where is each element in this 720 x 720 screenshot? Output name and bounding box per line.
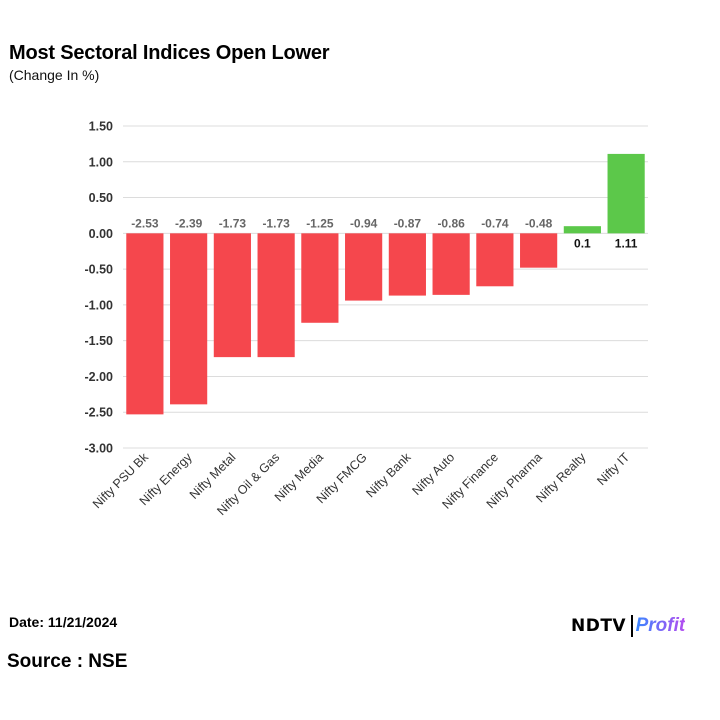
brand-ndtv-text: NDTV <box>571 616 627 636</box>
bar <box>170 233 208 405</box>
bar <box>607 153 645 234</box>
bar <box>432 233 470 295</box>
y-tick-label: -3.00 <box>85 442 114 456</box>
bar <box>257 233 295 358</box>
y-tick-label: 1.00 <box>89 155 113 169</box>
brand-separator <box>631 615 633 637</box>
y-tick-label: 1.50 <box>89 120 113 134</box>
data-label: -0.48 <box>525 216 553 230</box>
data-label: -1.73 <box>262 216 290 230</box>
x-category-label: Nifty Bank <box>363 450 414 501</box>
bar <box>301 233 339 323</box>
brand-profit-text: Profit <box>635 615 686 636</box>
chart-subtitle: (Change In %) <box>9 67 100 83</box>
bar <box>476 233 514 287</box>
x-category-label: Nifty IT <box>594 450 632 488</box>
data-label: -2.39 <box>175 216 203 230</box>
source-label: Source : NSE <box>7 651 128 672</box>
y-tick-label: -1.00 <box>85 298 114 312</box>
data-label: -0.94 <box>350 216 378 230</box>
bar <box>388 233 426 296</box>
bar <box>563 226 601 234</box>
data-label: -1.25 <box>306 216 334 230</box>
y-tick-label: -2.00 <box>85 370 114 384</box>
bar <box>520 233 558 268</box>
y-tick-label: -0.50 <box>85 263 114 277</box>
data-label: -2.53 <box>131 216 159 230</box>
data-label: 1.11 <box>615 236 638 250</box>
y-tick-label: 0.00 <box>89 227 113 241</box>
brand-logo: NDTV Profit <box>571 614 716 638</box>
bar-chart: 1.50 1.00 0.50 0.00 -0.50 -1.00 -1.50 -2.00 -2.5… <box>85 120 648 518</box>
date-label: Date: 11/21/2024 <box>9 614 118 630</box>
data-label: -1.73 <box>219 216 247 230</box>
data-label: 0.1 <box>574 236 591 250</box>
bar <box>213 233 251 358</box>
data-label: -0.87 <box>394 216 422 230</box>
y-tick-label: -1.50 <box>85 334 114 348</box>
data-label: -0.86 <box>437 216 465 230</box>
y-tick-label: 0.50 <box>89 191 113 205</box>
bar <box>345 233 383 301</box>
chart-title: Most Sectoral Indices Open Lower <box>9 42 330 64</box>
y-tick-label: -2.50 <box>85 406 114 420</box>
bar <box>126 233 164 415</box>
data-label: -0.74 <box>481 216 509 230</box>
